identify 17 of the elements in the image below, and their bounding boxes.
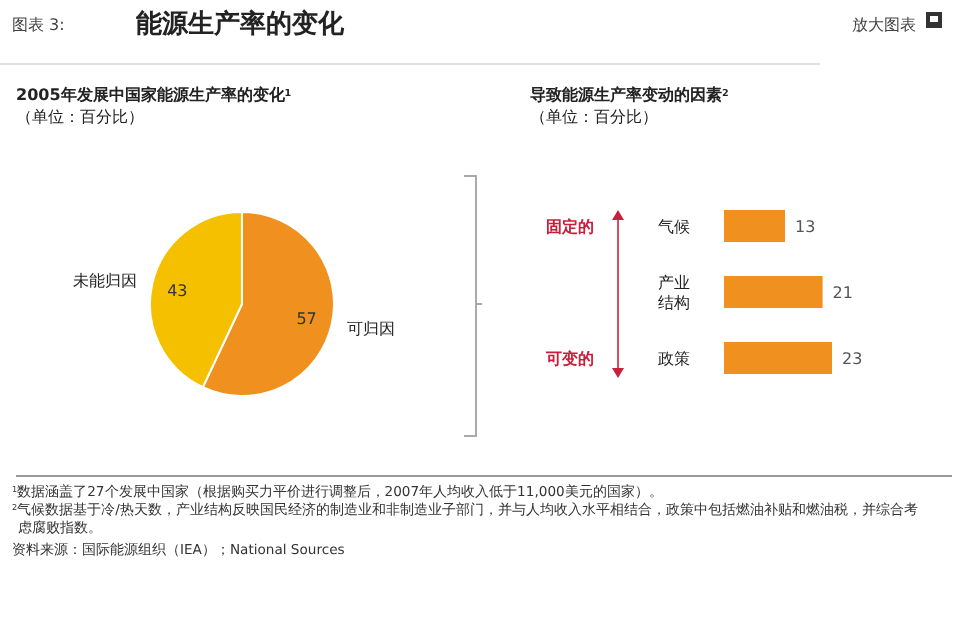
data-label: 23 <box>842 350 863 368</box>
y-tick-label: 政策 <box>658 350 690 368</box>
text: 固定的 <box>546 216 594 236</box>
text: 可变的 <box>544 348 594 368</box>
data-label: 13 <box>795 218 816 236</box>
data-label: 57 <box>296 310 317 329</box>
y-tick-label: 产业结构 <box>658 274 690 312</box>
data-label: 21 <box>832 284 853 302</box>
text: 放大图表 <box>852 16 916 34</box>
y-tick-label: 气候 <box>658 218 690 236</box>
text: 能源生产率的变化 <box>136 8 346 40</box>
text: （单位：百分比） <box>530 108 658 126</box>
data-label: 43 <box>167 281 188 300</box>
text: 图表 3: <box>12 16 65 34</box>
slice-label: 可归因 <box>347 319 396 338</box>
slice-label: 未能归因 <box>72 272 137 291</box>
chart-subtitle: （单位：百分比） <box>16 108 144 126</box>
